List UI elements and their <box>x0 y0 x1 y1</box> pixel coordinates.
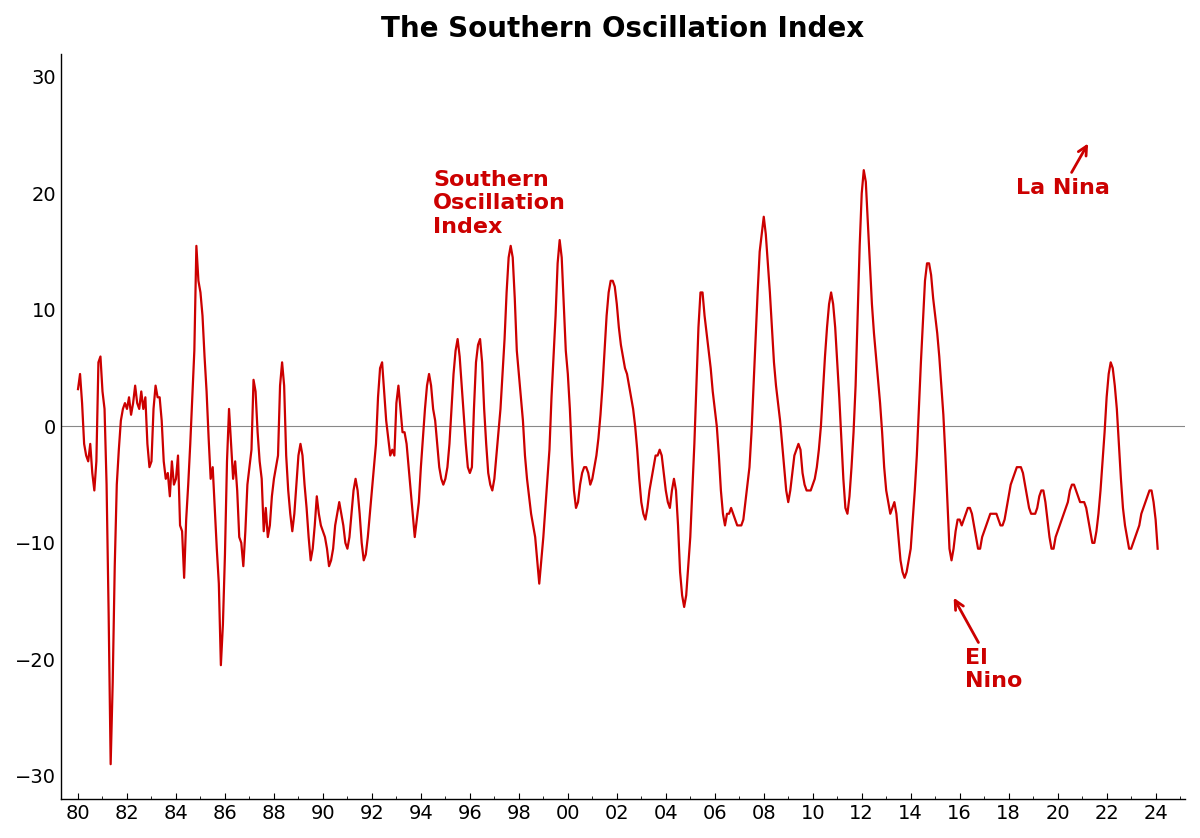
Title: The Southern Oscillation Index: The Southern Oscillation Index <box>382 15 864 43</box>
Text: La Nina: La Nina <box>1016 146 1110 198</box>
Text: El
Nino: El Nino <box>955 601 1022 691</box>
Text: Southern
Oscillation
Index: Southern Oscillation Index <box>433 170 566 236</box>
